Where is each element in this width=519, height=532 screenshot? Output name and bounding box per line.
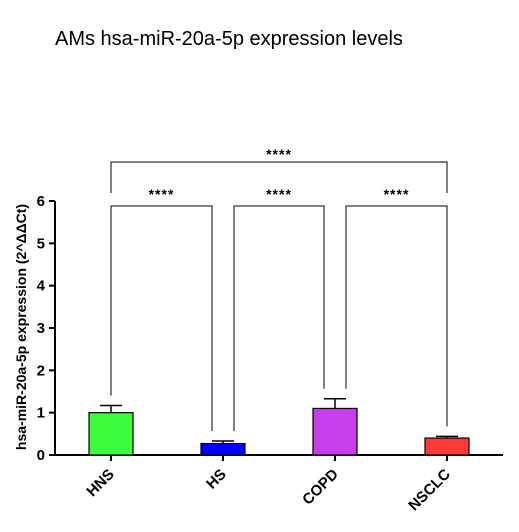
chart-title: AMs hsa-miR-20a-5p expression levels (55, 28, 403, 50)
significance-bracket (110, 205, 213, 432)
axes: 0 1 2 3 4 5 6 HNS HS COPD NSCLC (37, 193, 503, 514)
bar-nsclc (424, 437, 470, 456)
y-tick-label: 3 (37, 320, 45, 337)
x-tick-label: COPD (299, 466, 342, 509)
significance-label: **** (149, 186, 175, 202)
y-tick-label: 6 (37, 193, 45, 210)
significance-bracket (345, 205, 448, 427)
y-tick-label: 2 (37, 362, 45, 379)
significance-label: **** (384, 186, 410, 202)
y-tick-label: 4 (37, 278, 46, 295)
x-tick-label: HNS (83, 466, 117, 500)
bars (88, 397, 470, 456)
significance-brackets: **** **** **** **** (110, 146, 448, 432)
x-tick-label: HS (203, 466, 230, 493)
y-tick-label: 5 (37, 235, 45, 252)
y-tick-label: 0 (37, 447, 45, 464)
y-tick-label: 1 (37, 405, 45, 422)
x-tick-label: NSCLC (405, 466, 454, 515)
bar-hs (200, 442, 246, 456)
bar-copd (312, 407, 358, 456)
significance-label: **** (266, 146, 292, 162)
significance-bracket (233, 205, 325, 432)
y-axis-label: hsa-miR-20a-5p expression (2^ΔΔCt) (13, 204, 29, 450)
significance-bracket (110, 161, 448, 193)
significance-label: **** (266, 186, 292, 202)
bar-hns (88, 412, 134, 456)
